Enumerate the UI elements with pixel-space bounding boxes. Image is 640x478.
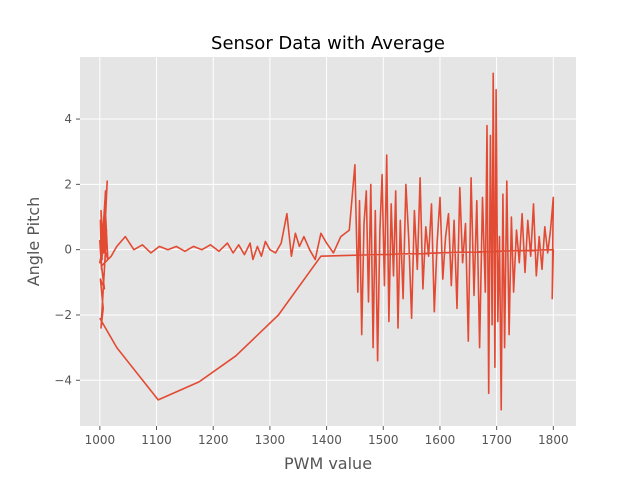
y-axis-label: Angle Pitch	[24, 197, 43, 287]
x-tick-label: 1700	[481, 433, 512, 447]
x-tick-label: 1000	[85, 433, 116, 447]
sensor-data-line	[99, 72, 555, 411]
x-axis-label: PWM value	[284, 454, 372, 473]
x-axis: 1000 1100 1200 1300 1400 1500 1600 1700 1800	[85, 426, 569, 447]
x-tick-label: 1300	[255, 433, 286, 447]
x-tick-label: 1400	[311, 433, 342, 447]
y-tick-label: −4	[54, 373, 72, 387]
x-tick-label: 1100	[141, 433, 172, 447]
y-tick-label: −2	[54, 308, 72, 322]
x-tick-label: 1500	[368, 433, 399, 447]
y-tick-label: 0	[64, 243, 72, 257]
x-tick-label: 1200	[198, 433, 229, 447]
y-axis: −4 −2 0 2 4	[54, 112, 80, 387]
series-layer	[99, 72, 555, 411]
x-tick-label: 1600	[425, 433, 456, 447]
y-tick-label: 4	[64, 112, 72, 126]
y-tick-label: 2	[64, 177, 72, 191]
chart-title: Sensor Data with Average	[211, 33, 445, 54]
x-tick-label: 1800	[538, 433, 569, 447]
